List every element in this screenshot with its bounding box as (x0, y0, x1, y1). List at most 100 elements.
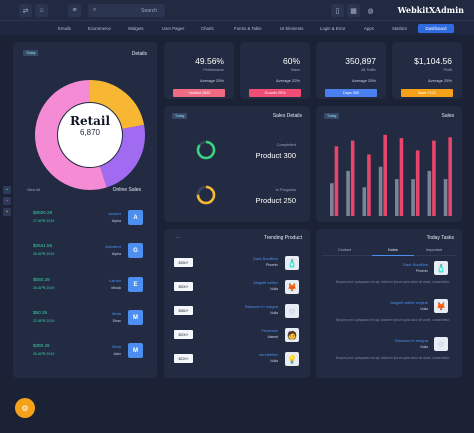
side-chart-icon[interactable]: ▪ (3, 186, 11, 194)
nav-apps[interactable]: Apps (364, 24, 374, 33)
person-icon: 🧑 (285, 328, 299, 342)
sale-row[interactable]: $50.29 22.APR.2019 Mota Dirac M (33, 310, 147, 330)
kpi-card-profit: $1,104.56 Profit Average 25% Save +122 (392, 42, 462, 99)
main-nav: Emails Ecommerce Widgets User Pages Char… (0, 21, 474, 35)
product-row[interactable]: $200+ Phoenixe Alamet 🧑 (170, 327, 304, 345)
product-sub: Phoenix (265, 263, 278, 267)
globe-icon[interactable]: ◍ (367, 7, 374, 15)
nav-label: Statitics (392, 26, 408, 31)
kpi-label: Performance (203, 68, 224, 72)
gear-icon: ⚙ (434, 337, 448, 351)
sale-row[interactable]: $3500.29 27.APR.2019 Anaeet Alpha A (33, 210, 147, 230)
view-all-link[interactable]: View All (27, 188, 41, 192)
price-button[interactable]: $500+ (174, 282, 193, 291)
nav-ecommerce[interactable]: Ecommerce (88, 24, 111, 33)
side-doc-icon[interactable]: ▪ (3, 197, 11, 205)
nav-widgets[interactable]: Widgets (128, 24, 144, 33)
sale-avatar: M (128, 310, 143, 325)
kpi-sub: Average 25% (200, 78, 224, 83)
today-tag: Today (172, 113, 188, 119)
kpi-bar[interactable]: Days 365 (325, 89, 377, 97)
brand-logo[interactable]: WebkitXAdmin (397, 5, 464, 15)
card-menu-icon[interactable]: ... (176, 234, 181, 240)
tab-notes[interactable]: Notes (372, 247, 414, 256)
price-button[interactable]: $580+ (174, 306, 193, 315)
nav-statitics[interactable]: Statitics (392, 24, 407, 33)
side-file-icon[interactable]: ▪ (3, 208, 11, 216)
sale-row[interactable]: $350.29 26.APR.2019 Mota Jahn M (33, 343, 147, 363)
sale-avatar: M (128, 343, 143, 358)
bar-primary-5 (399, 138, 404, 216)
sales-details-card: Today Sales Details Completed Product 30… (164, 106, 310, 222)
nav-emails[interactable]: Emails (58, 24, 71, 33)
nav-charts[interactable]: Charts (201, 24, 214, 33)
price-button[interactable]: $260+ (174, 258, 193, 267)
task-item[interactable]: Blossom in magna Nulla ⚙ Neque porro qui… (320, 337, 456, 377)
tab-important[interactable]: Important (426, 248, 443, 252)
kpi-bar[interactable]: Growth 25% (249, 89, 301, 97)
kpi-value: 49.56% (195, 56, 224, 66)
sale-row[interactable]: $2641.56 26.APR.2019 Ashaleet Alpha G (33, 243, 147, 263)
product-row[interactable]: $220+ sercfebber Nulla 💡 (170, 351, 304, 369)
nav-label: Apps (364, 26, 374, 31)
kpi-card-performance: 49.56% Performance Average 25% +Added 25… (164, 42, 234, 99)
product-name: Product 250 (255, 196, 296, 205)
bulb-icon: 💡 (285, 352, 299, 366)
kpi-bar[interactable]: +Added 2500 (173, 89, 225, 97)
menu-icon[interactable]: ≡ (68, 4, 81, 17)
product-row[interactable]: $500+ Magnifi selfier Nulla 🦊 (170, 279, 304, 297)
bar-secondary-3 (362, 187, 367, 216)
search-input[interactable]: ⌕ Search (88, 4, 165, 17)
sale-sub: Jahn (113, 352, 121, 356)
task-item[interactable]: Magnifi selfier engine Nulla 🦊 Neque por… (320, 299, 456, 339)
today-tasks-card: Today Tasks Contact Notes Important Dark… (316, 229, 462, 378)
bar-primary-6 (415, 150, 420, 216)
gear-icon: ⚙ (285, 304, 299, 318)
task-tabs: Contact Notes Important (322, 247, 456, 256)
card-title: Details (131, 51, 147, 57)
sale-row[interactable]: $550.29 26.APR.2019 Lalnan Minak E (33, 277, 147, 297)
nav-forms-table[interactable]: Forms & Table (234, 24, 262, 33)
bar-secondary-4 (378, 166, 383, 216)
nav-label: User Pages (162, 26, 185, 31)
task-item[interactable]: Dark Bootflow Phoenix 🧴 Neque porro quis… (320, 261, 456, 301)
price-button[interactable]: $200+ (174, 330, 193, 339)
settings-fab[interactable]: ⚙ (15, 398, 35, 418)
sale-amount: $50.29 (33, 310, 48, 315)
product-sub: Alamet (267, 335, 278, 339)
today-tag: Today (23, 50, 39, 56)
sale-avatar: E (128, 277, 143, 292)
kpi-bar[interactable]: Save +122 (401, 89, 453, 97)
task-sub: Phoenix (415, 269, 428, 273)
fox-icon: 🦊 (285, 280, 299, 294)
nav-user-pages[interactable]: User Pages (162, 24, 184, 33)
online-sales-title: Online Sales (112, 187, 141, 193)
bar-primary-3 (367, 154, 371, 216)
phone-icon[interactable]: ▯ (331, 4, 344, 17)
bar-secondary-6 (411, 179, 415, 216)
grid-icon[interactable]: ▦ (347, 4, 360, 17)
donut-center (58, 103, 122, 167)
donut-segment-pink (35, 80, 145, 190)
home-icon[interactable]: ⌂ (35, 4, 48, 17)
card-title: Today Tasks (426, 235, 454, 241)
card-title: Sales (441, 113, 454, 119)
sale-name: Lalnan (108, 278, 121, 283)
product-row[interactable]: $260+ Dark Bootflow Phoenix 🧴 (170, 255, 304, 273)
tab-contact[interactable]: Contact (338, 248, 352, 252)
retail-donut (35, 80, 145, 190)
price-button[interactable]: $220+ (174, 354, 193, 363)
card-title: Sales Details (272, 113, 302, 119)
dashboard-button[interactable]: Dashboard (418, 24, 454, 33)
today-tag: Today (324, 113, 340, 119)
nav-login-error[interactable]: Login & Error (320, 24, 345, 33)
nav-label: Widgets (128, 26, 144, 31)
product-row[interactable]: $580+ Blossom in magna Nulla ⚙ (170, 303, 304, 321)
search-icon: ⌕ (93, 7, 97, 13)
collapse-icon[interactable]: ⇄ (19, 4, 32, 17)
nav-ui-elements[interactable]: UI Elements (280, 24, 303, 33)
product-title: Blossom in magna (245, 304, 278, 309)
bar-primary-2 (350, 140, 355, 216)
card-title: Trending Product (263, 235, 302, 241)
progress-ring-completed (196, 140, 216, 160)
